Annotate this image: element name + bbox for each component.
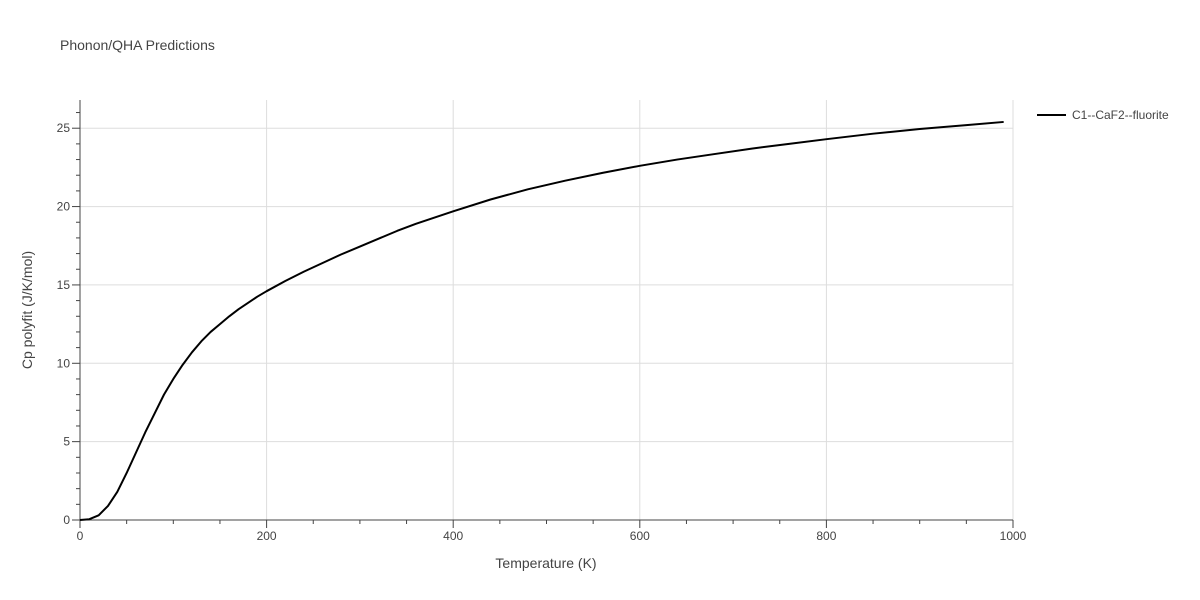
x-tick-label: 0: [77, 529, 84, 543]
y-tick-label: 5: [63, 435, 70, 449]
series-lines: [79, 120, 1004, 521]
x-tick-label: 1000: [1000, 529, 1027, 543]
y-tick-label: 25: [57, 121, 71, 135]
x-tick-label: 800: [816, 529, 836, 543]
y-tick-label: 15: [57, 278, 71, 292]
chart-title: Phonon/QHA Predictions: [60, 37, 215, 53]
x-tick-label: 200: [257, 529, 277, 543]
x-tick-label: 600: [630, 529, 650, 543]
x-tick-label: 400: [443, 529, 463, 543]
legend-label: C1--CaF2--fluorite: [1072, 108, 1169, 122]
x-axis-title: Temperature (K): [495, 555, 596, 571]
grid-lines: [80, 100, 1014, 520]
y-axis-title: Cp polyfit (J/K/mol): [19, 251, 35, 369]
y-tick-label: 10: [57, 356, 71, 370]
series-line: [79, 120, 1004, 521]
y-tick-label: 20: [57, 200, 71, 214]
y-tick-label: 0: [63, 513, 70, 527]
legend[interactable]: C1--CaF2--fluorite: [1037, 108, 1169, 122]
axes: 0 200 400 600 800 1000 0 5 10 15 20 25: [57, 100, 1027, 543]
